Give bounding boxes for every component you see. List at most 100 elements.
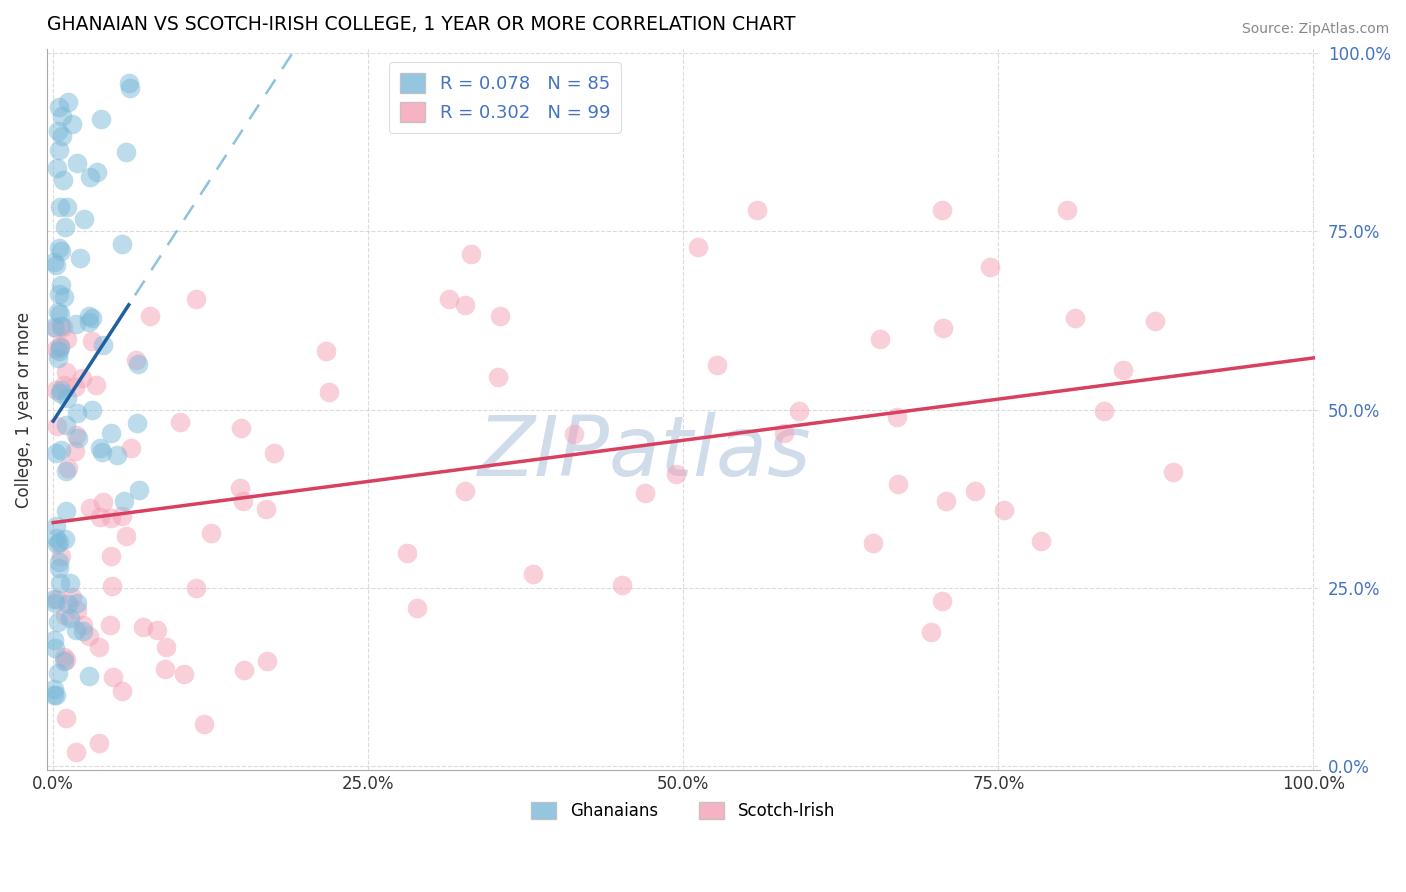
Point [772, 426, 794, 441]
Point [69, 252, 91, 266]
Point [48, 307, 70, 321]
Point [48, 339, 70, 353]
Point [610, 578, 633, 592]
Point [55, 464, 77, 478]
Point [45, 531, 67, 545]
Point [46, 591, 69, 606]
Point [318, 384, 340, 399]
Point [45, 343, 67, 357]
Point [90, 112, 112, 127]
Point [53, 533, 76, 547]
Point [72, 618, 94, 632]
Point [886, 476, 908, 491]
Point [60, 591, 83, 605]
Point [55, 711, 77, 725]
Point [229, 421, 252, 435]
Point [256, 654, 278, 668]
Point [932, 320, 955, 334]
Point [66, 156, 89, 170]
Point [48, 100, 70, 114]
Point [65, 318, 87, 332]
Point [1161, 465, 1184, 479]
Point [49, 383, 72, 397]
Point [128, 483, 150, 498]
Point [146, 623, 169, 637]
Point [49, 340, 72, 354]
Point [51, 549, 73, 564]
Point [254, 502, 277, 516]
Point [232, 494, 254, 508]
Point [53, 220, 76, 235]
Point [111, 508, 134, 523]
Point [80, 311, 103, 326]
Point [72, 624, 94, 639]
Point [862, 536, 884, 550]
Point [55, 417, 77, 432]
Point [63, 444, 86, 458]
Point [139, 310, 162, 324]
Point [406, 601, 429, 615]
Point [439, 292, 461, 306]
Point [114, 529, 136, 543]
Point [56, 332, 79, 346]
Point [49, 200, 72, 214]
Point [80, 402, 103, 417]
Point [60, 117, 83, 131]
Point [98, 617, 121, 632]
Point [46, 351, 69, 365]
Point [59, 575, 82, 590]
Point [44, 592, 66, 607]
Point [1029, 534, 1052, 549]
Point [80, 334, 103, 348]
Point [787, 404, 810, 418]
Point [44, 682, 66, 697]
Legend: Ghanaians, Scotch-Irish: Ghanaians, Scotch-Irish [524, 795, 842, 827]
Point [52, 377, 75, 392]
Point [63, 380, 86, 394]
Point [45, 258, 67, 272]
Point [522, 566, 544, 581]
Point [65, 427, 87, 442]
Point [453, 298, 475, 312]
Point [67, 431, 90, 445]
Point [89, 640, 111, 654]
Point [51, 110, 73, 124]
Point [155, 640, 177, 655]
Point [44, 320, 66, 334]
Point [115, 145, 138, 159]
Point [44, 519, 66, 533]
Point [45, 537, 67, 551]
Point [52, 319, 75, 334]
Point [58, 597, 80, 611]
Point [229, 481, 252, 495]
Point [634, 485, 657, 500]
Text: Source: ZipAtlas.com: Source: ZipAtlas.com [1241, 22, 1389, 37]
Point [48, 385, 70, 400]
Point [100, 425, 122, 440]
Point [56, 391, 79, 405]
Point [111, 684, 134, 698]
Point [56, 95, 79, 109]
Point [58, 460, 80, 475]
Point [90, 445, 112, 459]
Point [66, 597, 89, 611]
Point [84, 378, 107, 392]
Point [77, 668, 100, 682]
Point [112, 493, 135, 508]
Point [56, 200, 79, 214]
Point [45, 321, 67, 335]
Text: ZIPatlas: ZIPatlas [478, 412, 811, 493]
Point [45, 688, 67, 702]
Point [48, 344, 70, 359]
Point [70, 371, 93, 385]
Point [77, 310, 100, 324]
Text: GHANAIAN VS SCOTCH-IRISH COLLEGE, 1 YEAR OR MORE CORRELATION CHART: GHANAIAN VS SCOTCH-IRISH COLLEGE, 1 YEAR… [46, 15, 796, 34]
Point [100, 510, 122, 524]
Point [45, 383, 67, 397]
Point [65, 745, 87, 759]
Point [931, 594, 953, 608]
Point [125, 353, 148, 368]
Point [86, 165, 108, 179]
Point [460, 246, 482, 260]
Point [48, 143, 70, 157]
